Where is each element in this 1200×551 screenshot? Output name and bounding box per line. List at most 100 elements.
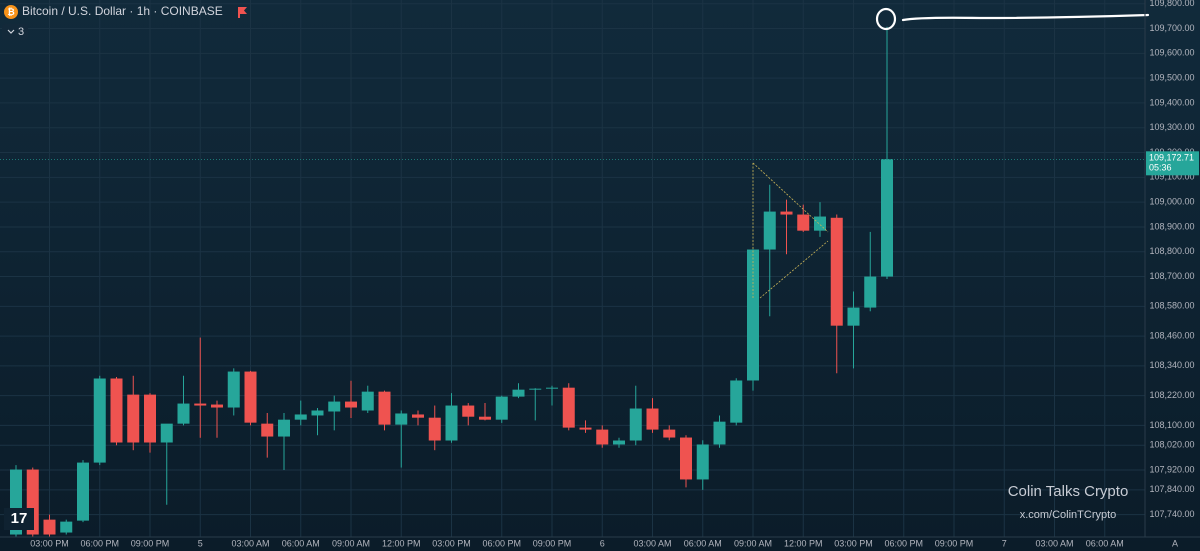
candle-body — [361, 391, 374, 411]
candle-body — [763, 211, 776, 250]
indicator-toggle[interactable] — [2, 24, 28, 40]
last-price-box — [1146, 151, 1199, 176]
candle-body — [629, 408, 642, 441]
x-tick-label: 09:00 PM — [533, 538, 572, 548]
y-tick-label: 107,740.00 — [1149, 509, 1194, 519]
triangle-drawing — [752, 162, 829, 299]
last-price-label: 109,172.71 — [1149, 153, 1194, 163]
y-tick-label: 108,100.00 — [1149, 420, 1194, 430]
x-tick-label: 6 — [600, 538, 605, 548]
x-tick-label: 09:00 AM — [734, 538, 772, 548]
tv-logo[interactable]: 17 — [11, 510, 28, 527]
x-tick-label: 06:00 PM — [884, 538, 923, 548]
candle-body — [613, 440, 625, 445]
tv-logo-bg — [4, 508, 34, 530]
x-tick-label: 06:00 AM — [282, 538, 320, 548]
y-tick-label: 108,340.00 — [1149, 360, 1194, 370]
y-tick-label: 108,020.00 — [1149, 440, 1194, 450]
candle-body — [445, 405, 458, 441]
x-tick-label: 5 — [198, 538, 203, 548]
candle-body — [780, 211, 793, 215]
y-tick-label: 109,800.00 — [1149, 0, 1194, 8]
candle-body — [278, 419, 290, 437]
candle-body — [713, 421, 726, 445]
candle-body — [596, 429, 609, 445]
x-tick-label: 09:00 AM — [332, 538, 370, 548]
y-tick-label: 109,300.00 — [1149, 122, 1194, 132]
candle-body — [546, 387, 558, 389]
candle-body — [663, 429, 676, 438]
candle-body — [495, 396, 508, 420]
y-tick-label: 107,840.00 — [1149, 484, 1194, 494]
x-tick-label: 06:00 PM — [80, 538, 119, 548]
candle-body — [646, 408, 659, 430]
candle-body — [43, 519, 56, 535]
candle-body — [881, 159, 893, 277]
candle-body — [177, 403, 190, 424]
x-tick-label: 03:00 AM — [1035, 538, 1073, 548]
y-tick-label: 108,220.00 — [1149, 390, 1194, 400]
candle-body — [328, 401, 341, 412]
y-tick-label: 108,700.00 — [1149, 271, 1194, 281]
x-tick-label: 12:00 PM — [784, 538, 823, 548]
candle-body — [562, 387, 575, 428]
y-tick-label: 108,800.00 — [1149, 246, 1194, 256]
x-tick-label: 03:00 PM — [432, 538, 471, 548]
y-tick-label: 109,100.00 — [1149, 172, 1194, 182]
candle-body — [227, 371, 240, 408]
indicator-count[interactable]: 3 — [18, 26, 24, 38]
candle-body — [395, 413, 408, 425]
symbol-title[interactable]: Bitcoin / U.S. Dollar · 1h · COINBASE — [22, 4, 223, 18]
candle-body — [378, 391, 391, 425]
candle-body — [797, 214, 810, 231]
candle-body — [814, 216, 826, 231]
candle-body — [512, 389, 525, 397]
candle-body — [60, 521, 73, 533]
candle-body — [696, 444, 709, 480]
hand-annotation — [875, 7, 1150, 31]
y-tick-label: 109,400.00 — [1149, 97, 1194, 107]
candle-body — [77, 462, 89, 521]
y-tick-label: 109,700.00 — [1149, 23, 1194, 33]
candle-body — [680, 437, 692, 480]
candle-body — [864, 276, 877, 308]
candle-body — [160, 423, 173, 443]
candle-body — [194, 403, 207, 406]
candle-body — [110, 378, 123, 443]
candle-body — [428, 417, 441, 441]
candle-body — [244, 371, 257, 423]
bitcoin-icon-glyph: ₿ — [7, 7, 14, 17]
x-tick-label: 06:00 AM — [684, 538, 722, 548]
candle-body — [747, 249, 759, 381]
x-tick-label: 12:00 PM — [382, 538, 421, 548]
candle-body — [93, 378, 106, 463]
candle-body — [847, 307, 860, 326]
x-tick-label: 06:00 PM — [482, 538, 521, 548]
candle-body — [479, 416, 491, 420]
x-tick-label: 7 — [1002, 538, 1007, 548]
axes: 109,800.00 109,700.00 109,600.00 109,500.00… — [30, 0, 1199, 548]
x-tick-label: 06:00 AM — [1086, 538, 1124, 548]
flag-icon[interactable] — [238, 7, 247, 18]
watermark-handle: x.com/ColinTCrypto — [1020, 509, 1117, 521]
x-tick-label: 09:00 PM — [935, 538, 974, 548]
candle-body — [127, 394, 140, 443]
x-tick-label: 03:00 AM — [231, 538, 269, 548]
candle-body — [830, 217, 843, 326]
candle-body — [294, 414, 307, 420]
candle-body — [345, 401, 357, 408]
candle-body — [529, 388, 542, 390]
y-tick-label: 109,600.00 — [1149, 48, 1194, 58]
chevron — [7, 29, 15, 34]
candle-body — [730, 380, 743, 423]
auto-scale-button[interactable]: A — [1172, 538, 1178, 548]
candle-body — [412, 414, 424, 418]
candle-body — [311, 410, 324, 416]
x-tick-label: 03:00 PM — [30, 538, 69, 548]
x-tick-label: 03:00 AM — [633, 538, 671, 548]
x-tick-label: 03:00 PM — [834, 538, 873, 548]
candle-body — [462, 405, 475, 417]
y-tick-label: 109,500.00 — [1149, 73, 1194, 83]
